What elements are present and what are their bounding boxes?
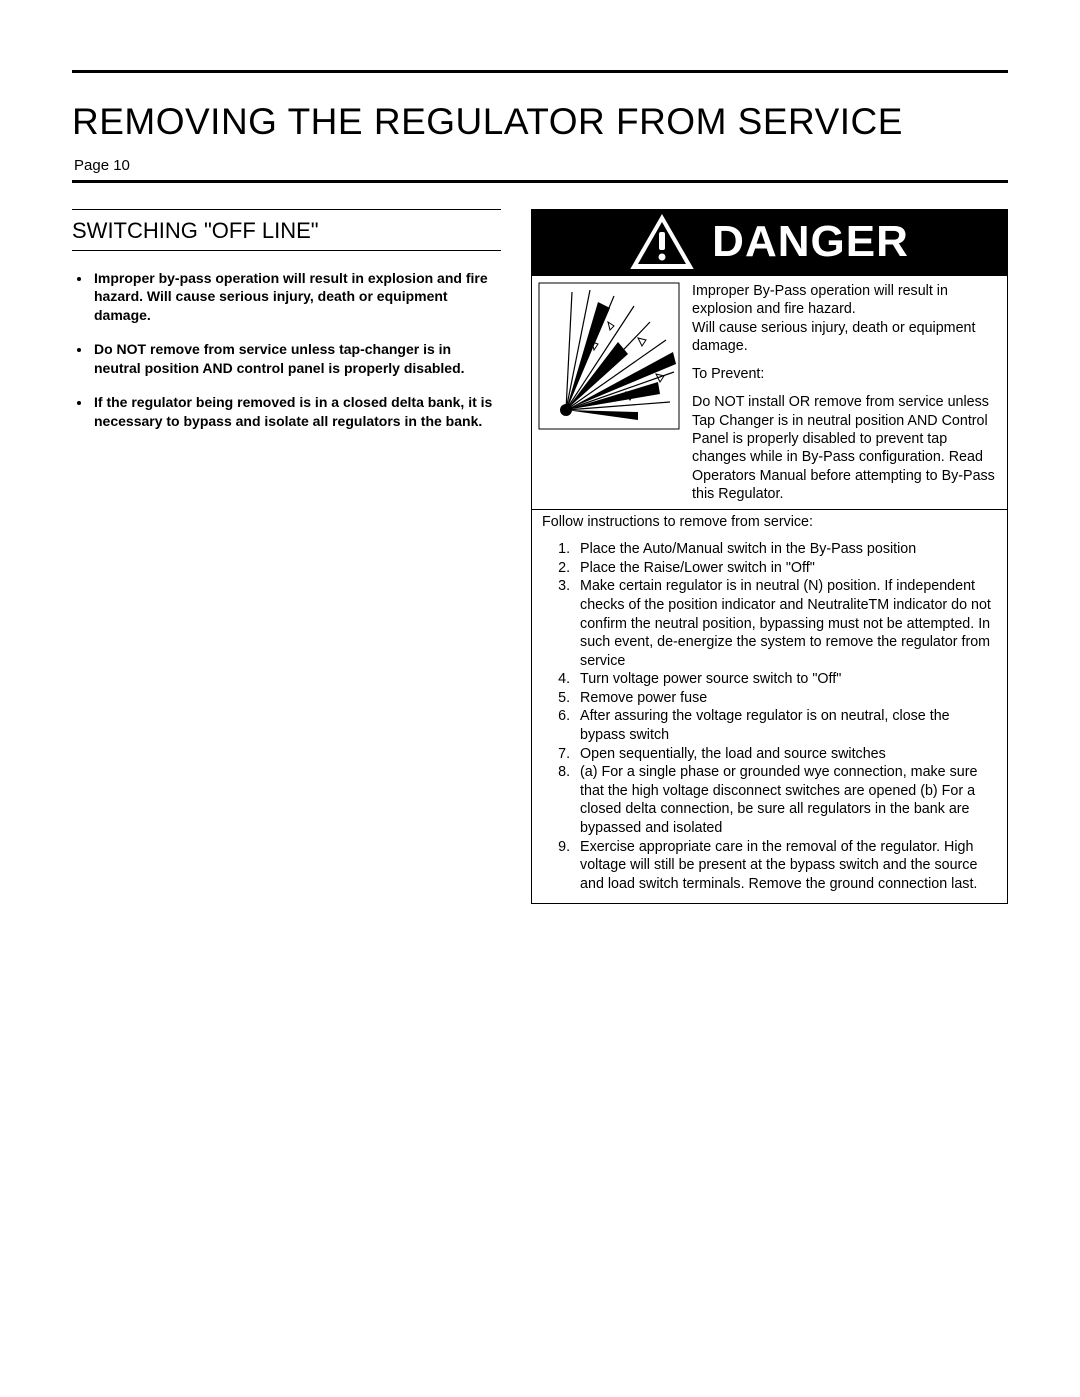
follow-instructions-label: Follow instructions to remove from servi… bbox=[532, 510, 1007, 540]
section-bottom-rule bbox=[72, 250, 501, 251]
danger-para1: Improper By-Pass operation will result i… bbox=[692, 283, 948, 317]
danger-panel: DANGER bbox=[531, 209, 1008, 904]
page-title: REMOVING THE REGULATOR FROM SERVICE bbox=[72, 101, 1008, 143]
mid-rule bbox=[72, 180, 1008, 183]
step-item: After assuring the voltage regulator is … bbox=[574, 707, 997, 744]
step-item: Turn voltage power source switch to "Off… bbox=[574, 670, 997, 689]
page-number-label: Page 10 bbox=[74, 157, 1008, 174]
danger-top-text: Improper By-Pass operation will result i… bbox=[692, 282, 997, 507]
danger-label: DANGER bbox=[712, 217, 909, 267]
danger-header: DANGER bbox=[532, 210, 1007, 276]
top-rule bbox=[72, 70, 1008, 73]
danger-para3: Do NOT install OR remove from service un… bbox=[692, 393, 997, 503]
content-columns: SWITCHING "OFF LINE" Improper by-pass op… bbox=[72, 209, 1008, 904]
section-title: SWITCHING "OFF LINE" bbox=[72, 218, 501, 244]
section-top-rule bbox=[72, 209, 501, 210]
bullet-item: Improper by-pass operation will result i… bbox=[92, 269, 501, 324]
bullet-item: Do NOT remove from service unless tap-ch… bbox=[92, 340, 501, 377]
step-item: Open sequentially, the load and source s… bbox=[574, 745, 997, 764]
step-item: Make certain regulator is in neutral (N)… bbox=[574, 577, 997, 670]
danger-para2: Will cause serious injury, death or equi… bbox=[692, 320, 975, 354]
left-column: SWITCHING "OFF LINE" Improper by-pass op… bbox=[72, 209, 501, 446]
warning-bullets: Improper by-pass operation will result i… bbox=[72, 269, 501, 430]
instruction-steps: Place the Auto/Manual switch in the By-P… bbox=[532, 540, 1007, 903]
danger-top-row: Improper By-Pass operation will result i… bbox=[532, 276, 1007, 510]
bullet-item: If the regulator being removed is in a c… bbox=[92, 393, 501, 430]
explosion-icon bbox=[538, 282, 680, 430]
page: REMOVING THE REGULATOR FROM SERVICE Page… bbox=[0, 0, 1080, 1397]
step-item: Remove power fuse bbox=[574, 689, 997, 708]
step-item: Exercise appropriate care in the removal… bbox=[574, 838, 997, 894]
warning-triangle-icon bbox=[630, 214, 694, 270]
step-item: Place the Auto/Manual switch in the By-P… bbox=[574, 540, 997, 559]
step-item: Place the Raise/Lower switch in "Off" bbox=[574, 559, 997, 578]
danger-prevent-label: To Prevent: bbox=[692, 365, 997, 383]
step-item: (a) For a single phase or grounded wye c… bbox=[574, 763, 997, 837]
